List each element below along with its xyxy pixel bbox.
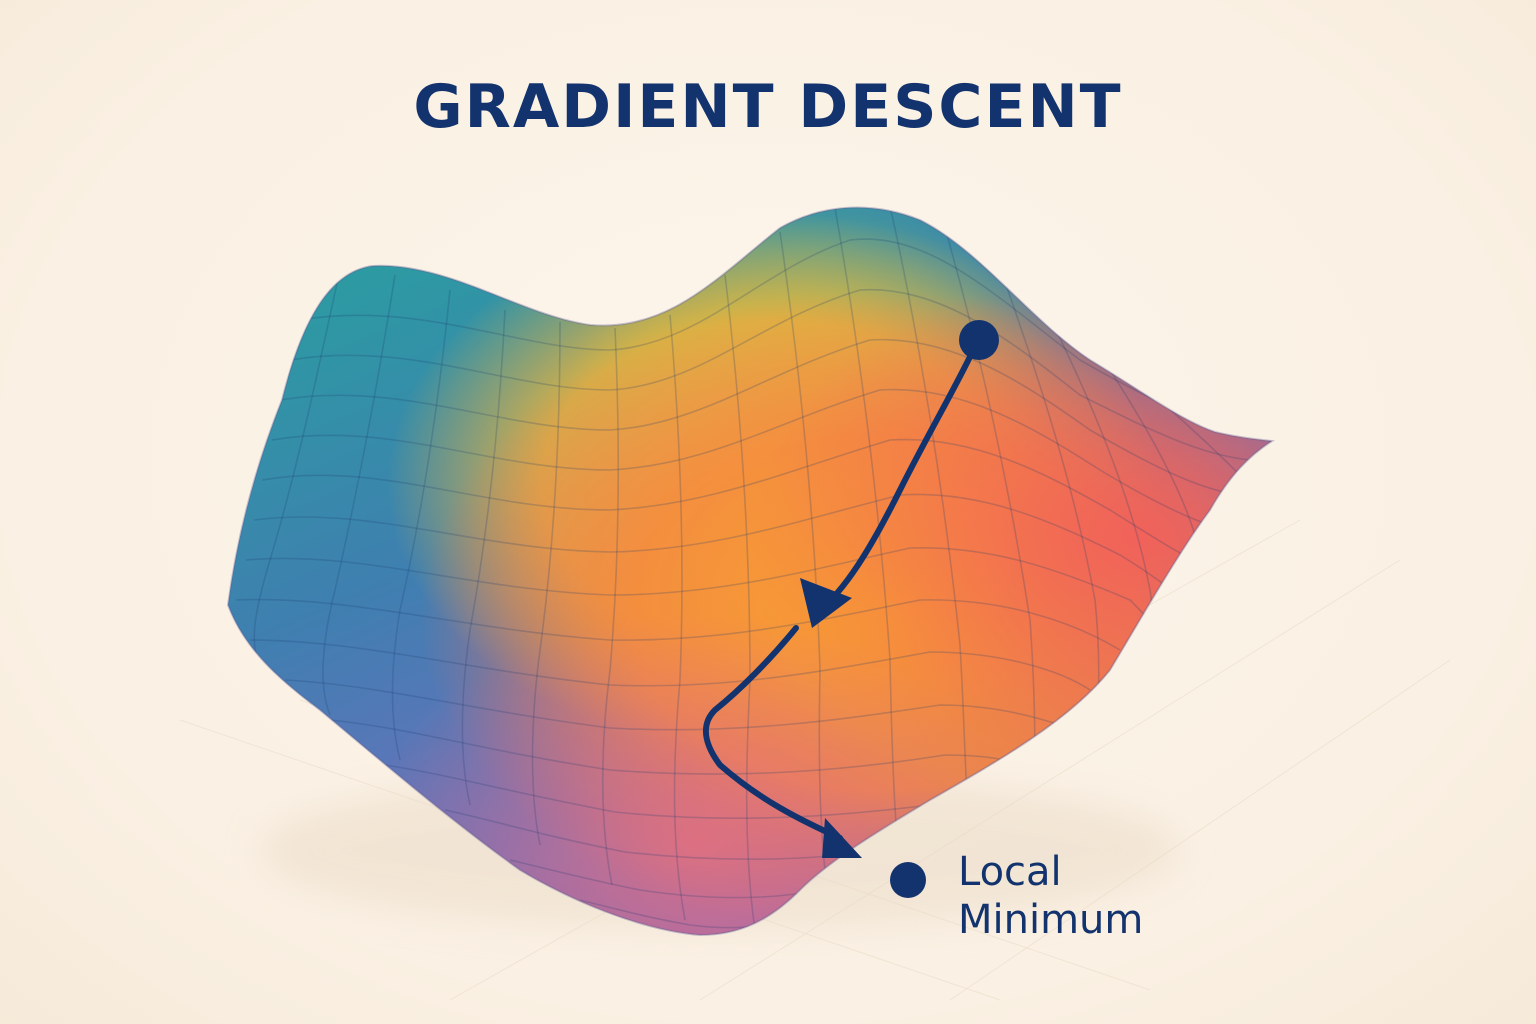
descent-path-segment-1 <box>815 337 981 615</box>
surface-outline <box>226 206 1275 937</box>
local-minimum-label: Local Minimum <box>958 848 1143 944</box>
local-minimum-label-line2: Minimum <box>958 897 1144 943</box>
local-minimum-label-line1: Local <box>958 849 1062 895</box>
descent-path-segment-2 <box>702 625 843 841</box>
arrow-head-2-icon <box>822 818 862 858</box>
surface-mesh <box>235 207 1272 931</box>
diagram-title: GRADIENT DESCENT <box>413 72 1123 142</box>
start-point-dot <box>959 320 999 360</box>
local-minimum-dot <box>890 862 926 898</box>
arrow-head-1-icon <box>800 578 852 628</box>
